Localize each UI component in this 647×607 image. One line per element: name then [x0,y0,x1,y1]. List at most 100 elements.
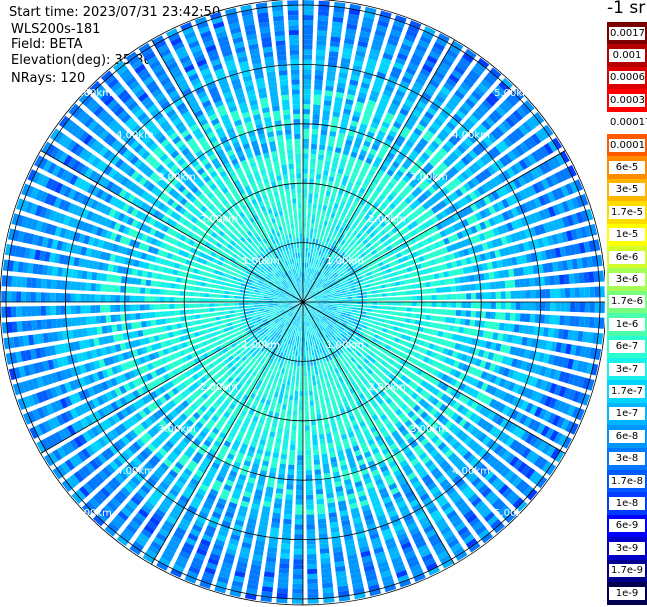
ray-gate [399,178,408,187]
ray-gate [438,239,446,247]
ray-gate [512,370,520,381]
ray-gate [255,395,261,402]
ray-gate [246,346,252,352]
ray-gate [487,474,498,485]
ray-gate [299,386,303,392]
ray-gate [319,319,324,324]
ray-gate [314,281,319,287]
ray-gate [325,320,330,325]
ray-gate [455,310,462,317]
ray-gate [382,349,389,355]
ray-gate [204,566,216,575]
ray-gate [505,312,511,321]
ray-gate [351,223,358,230]
ray-gate [546,445,556,458]
ray-gate [290,360,294,366]
ray-gate [352,277,359,282]
ray-gate [431,360,439,368]
ray-gate [126,417,135,428]
ray-gate [283,373,288,380]
ray-gate [404,467,414,477]
ray-gate [329,268,334,274]
ray-gate [320,363,325,369]
ray-gate [317,20,329,27]
ray-gate [325,397,330,404]
ray-gate [396,500,407,509]
ray-gate [508,323,515,332]
ray-gate [427,218,435,226]
ray-gate [166,413,175,422]
ray-gate [403,386,411,394]
ray-gate [103,483,115,495]
ray-gate [279,463,286,470]
ray-gate [378,15,391,23]
ray-gate [319,373,324,380]
ray-gate [440,502,452,512]
ray-gate [447,409,456,419]
ray-gate [375,509,385,518]
ray-gate [338,376,344,383]
ray-gate [145,383,154,392]
ray-gate [352,229,358,236]
ray-gate [317,304,323,306]
ray-gate [376,271,383,277]
ray-gate [157,504,169,514]
ray-gate [194,492,205,501]
ray-gate [441,57,453,68]
ray-gate [93,410,102,421]
ray-gate [481,242,489,251]
ray-gate [480,382,489,392]
ray-gate [307,299,313,302]
ray-gate [194,552,206,561]
ray-gate [404,99,414,108]
ray-gate [477,57,490,69]
ray-gate [316,164,323,170]
ray-gate [200,506,211,515]
ray-gate [489,457,500,468]
ray-gate [456,61,469,72]
ray-gate [410,229,418,236]
ray-gate [328,375,334,382]
ray-gate [395,264,402,270]
ray-gate [292,578,303,585]
ray-gate [285,384,290,390]
ray-gate [441,559,454,569]
ray-gate [448,423,457,433]
ray-gate [459,432,469,442]
ray-gate [318,199,324,205]
ray-gate [444,278,451,285]
ray-gate [454,380,462,389]
ray-gate [373,253,380,259]
ray-gate [313,449,320,456]
ray-gate [381,367,388,374]
ray-gate [421,115,432,124]
ray-gate [219,493,229,501]
ray-gate [400,148,409,157]
ray-gate [258,320,264,325]
ray-gate [501,77,514,89]
ray-gate [320,557,331,564]
ray-gate [416,289,422,295]
ray-gate [429,407,438,416]
ray-gate [338,328,344,333]
ray-gate [415,263,422,270]
ray-gate [385,283,391,288]
ray-gate [538,326,545,337]
ray-gate [297,311,300,316]
ray-gate [350,172,358,180]
ray-gate [184,388,192,396]
ray-gate [555,153,566,166]
ray-gate [269,467,277,474]
ray-gate [287,317,292,323]
ray-gate [414,352,421,359]
ray-gate [226,345,233,351]
ray-gate [564,288,571,298]
ray-gate [362,351,369,358]
ray-gate [415,226,422,234]
ray-gate [438,147,448,157]
ray-gate [376,309,382,314]
ray-gate [311,138,318,145]
ray-gate [327,502,336,509]
ray-gate [344,38,355,45]
ray-gate [473,460,484,471]
